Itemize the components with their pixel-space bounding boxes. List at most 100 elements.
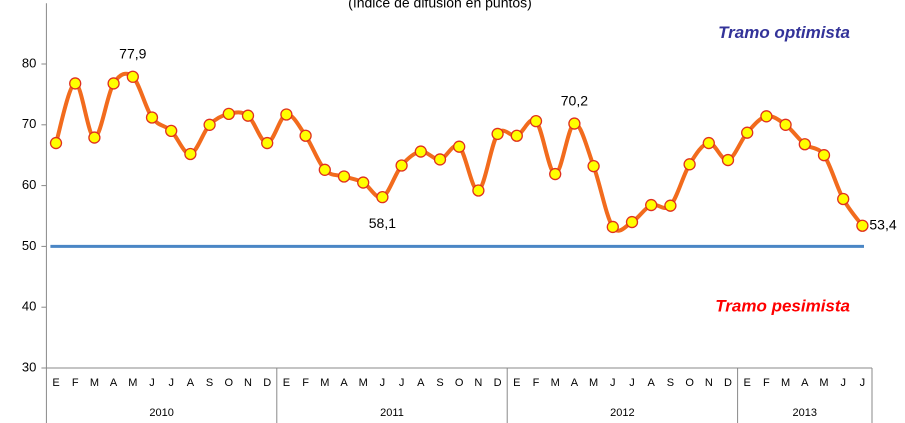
x-tick-label: A <box>801 377 809 389</box>
data-label: 70,2 <box>561 92 588 108</box>
x-tick-label: E <box>52 377 59 389</box>
x-tick-label: S <box>206 377 213 389</box>
point <box>165 124 178 138</box>
point <box>568 117 581 130</box>
x-tick-label: A <box>187 377 195 389</box>
point <box>837 192 850 206</box>
point <box>261 136 274 150</box>
point <box>453 140 466 153</box>
x-tick-label: E <box>744 377 751 389</box>
point <box>702 136 715 150</box>
data-label: 77,9 <box>119 45 146 61</box>
x-tick-label: J <box>610 377 616 389</box>
x-tick-label: O <box>685 377 694 389</box>
x-tick-label: A <box>110 377 118 389</box>
point <box>395 159 408 172</box>
point <box>433 153 447 166</box>
point <box>357 176 370 189</box>
x-tick-label: M <box>320 377 329 389</box>
x-tick-label: N <box>244 377 252 389</box>
x-tick-label: E <box>513 377 520 389</box>
x-tick-label: M <box>589 377 598 389</box>
y-tick-label: 40 <box>22 299 36 314</box>
x-tick-label: M <box>551 377 560 389</box>
point <box>222 107 235 121</box>
x-tick-label: M <box>359 377 368 389</box>
x-tick-label: A <box>417 377 425 389</box>
point <box>625 215 639 229</box>
x-tick-label: F <box>302 377 309 389</box>
x-tick-label: A <box>571 377 579 389</box>
x-tick-label: E <box>283 377 290 389</box>
point <box>376 191 389 204</box>
x-tick-label: M <box>781 377 790 389</box>
point <box>414 145 427 158</box>
chart-subtitle: (índice de difusión en puntos) <box>348 0 532 11</box>
x-tick-label: F <box>72 377 79 389</box>
x-tick-label: J <box>840 377 846 389</box>
x-tick-label: O <box>455 377 464 389</box>
point <box>472 184 485 197</box>
point <box>126 70 139 83</box>
point <box>184 147 197 161</box>
x-tick-label: M <box>128 377 137 389</box>
x-tick-label: F <box>763 377 770 389</box>
x-tick-label: D <box>494 377 502 389</box>
point <box>510 129 523 142</box>
point <box>798 138 811 151</box>
x-tick-label: F <box>533 377 540 389</box>
x-tick-label: S <box>436 377 443 389</box>
x-tick-label: M <box>819 377 828 389</box>
point <box>49 136 63 150</box>
x-group-label: 2011 <box>380 407 404 419</box>
point <box>491 127 504 141</box>
point <box>760 110 773 123</box>
point <box>549 167 562 181</box>
point <box>318 163 331 176</box>
point <box>779 118 792 131</box>
point <box>203 118 216 131</box>
point <box>280 108 293 121</box>
x-tick-label: D <box>724 377 732 389</box>
x-tick-label: A <box>340 377 348 389</box>
point <box>529 115 543 128</box>
x-tick-label: N <box>474 377 482 389</box>
point <box>741 126 754 139</box>
y-tick-label: 60 <box>22 177 36 192</box>
point <box>299 129 312 142</box>
point <box>664 199 677 212</box>
point <box>856 219 869 232</box>
point <box>145 111 159 124</box>
point <box>587 159 600 173</box>
point <box>606 220 619 234</box>
point <box>683 158 696 171</box>
y-tick-label: 70 <box>22 116 36 131</box>
x-tick-label: O <box>225 377 234 389</box>
x-tick-label: J <box>149 377 155 389</box>
y-tick-label: 50 <box>22 238 36 253</box>
x-tick-label: J <box>380 377 386 389</box>
x-tick-label: A <box>648 377 656 389</box>
annotation: Tramo pesimista <box>715 297 850 316</box>
point <box>645 198 658 212</box>
x-tick-label: J <box>860 377 866 389</box>
annotation: Tramo optimista <box>718 23 850 42</box>
x-tick-label: J <box>399 377 405 389</box>
point <box>817 149 831 162</box>
point <box>69 77 82 90</box>
y-tick-label: 80 <box>22 55 36 70</box>
x-tick-label: J <box>629 377 635 389</box>
x-tick-label: D <box>263 377 271 389</box>
point <box>88 131 101 144</box>
data-label: 58,1 <box>369 215 396 231</box>
x-tick-label: N <box>705 377 713 389</box>
x-group-label: 2010 <box>149 407 173 419</box>
x-group-label: 2013 <box>793 407 817 419</box>
point <box>337 170 351 183</box>
x-tick-label: M <box>90 377 99 389</box>
x-group-label: 2012 <box>610 407 634 419</box>
point <box>721 153 735 167</box>
point <box>107 77 120 90</box>
x-tick-label: S <box>667 377 674 389</box>
